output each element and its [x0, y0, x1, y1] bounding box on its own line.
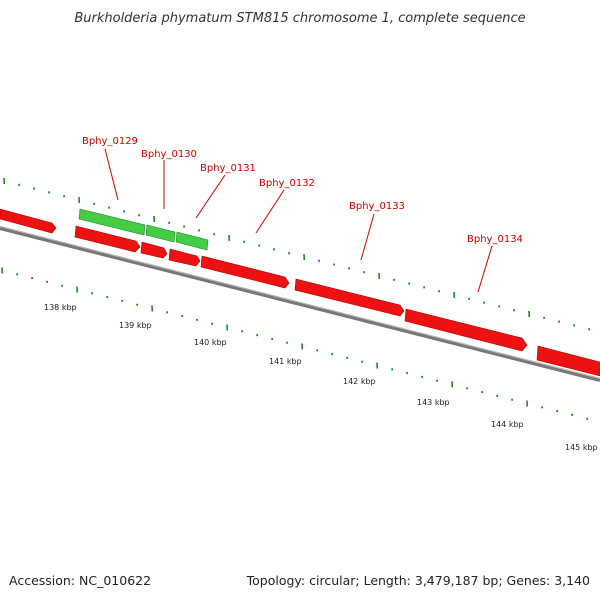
- accession-text: Accession: NC_010622: [9, 573, 151, 588]
- gene-feature-red-5[interactable]: [294, 278, 405, 317]
- tick-label-141: 141 kbp: [269, 357, 302, 366]
- map-title: Burkholderia phymatum STM815 chromosome …: [74, 11, 525, 26]
- chromosome-backbone: [0, 226, 600, 382]
- tick-label-143: 143 kbp: [417, 398, 450, 407]
- tick-label-144: 144 kbp: [491, 420, 524, 429]
- gene-label-bphy-0134[interactable]: Bphy_0134: [467, 234, 523, 245]
- tick-label-138: 138 kbp: [44, 303, 77, 312]
- tick-label-140: 140 kbp: [194, 338, 227, 347]
- gc-dot-tracks: [1, 177, 591, 420]
- tick-label-139: 139 kbp: [119, 321, 152, 330]
- gene-feature-red-7[interactable]: [536, 345, 600, 377]
- gene-feature-red-6[interactable]: [404, 308, 528, 352]
- kbp-tick-labels: 138 kbp 139 kbp 140 kbp 141 kbp 142 kbp …: [44, 303, 598, 452]
- tick-label-145: 145 kbp: [565, 443, 598, 452]
- gene-track: [0, 208, 600, 377]
- gene-label-bphy-0130[interactable]: Bphy_0130: [141, 149, 197, 160]
- gene-feature-red-2[interactable]: [140, 241, 168, 259]
- gene-label-bphy-0133[interactable]: Bphy_0133: [349, 201, 405, 212]
- gene-feature-red-4[interactable]: [200, 255, 290, 289]
- gene-feature-red-3[interactable]: [168, 248, 201, 267]
- gene-label-bphy-0131[interactable]: Bphy_0131: [200, 163, 256, 174]
- gene-label-bphy-0129[interactable]: Bphy_0129: [82, 136, 138, 147]
- tick-label-142: 142 kbp: [343, 377, 376, 386]
- gene-label-leaders: [104, 148, 493, 293]
- topology-summary-text: Topology: circular; Length: 3,479,187 bp…: [246, 573, 590, 588]
- gene-feature-0129[interactable]: [78, 208, 146, 236]
- gene-feature-0131[interactable]: [175, 231, 209, 251]
- gene-label-bphy-0132[interactable]: Bphy_0132: [259, 178, 315, 189]
- gene-feature-red-1[interactable]: [74, 225, 141, 253]
- gene-feature-0130[interactable]: [145, 224, 176, 243]
- gene-labels: Bphy_0129 Bphy_0130 Bphy_0131 Bphy_0132 …: [82, 136, 523, 245]
- gene-feature-0128[interactable]: [0, 208, 57, 234]
